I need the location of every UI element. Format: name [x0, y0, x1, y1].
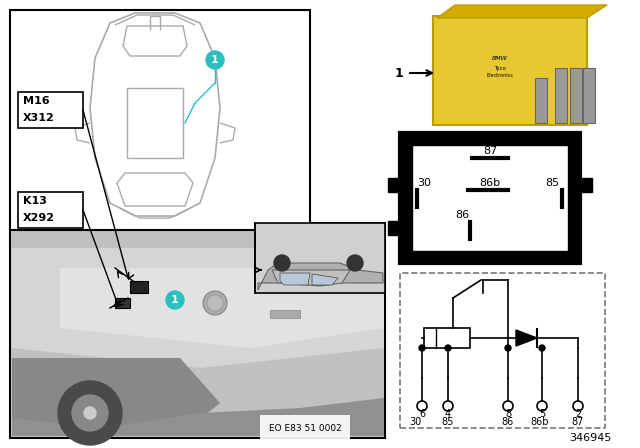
Text: 5: 5: [539, 409, 545, 419]
Text: 1: 1: [171, 295, 179, 305]
Text: 1: 1: [394, 66, 403, 79]
Bar: [580, 178, 592, 192]
Circle shape: [503, 401, 513, 411]
Text: 30: 30: [409, 417, 421, 427]
Text: 85: 85: [545, 178, 559, 188]
Circle shape: [166, 291, 184, 309]
Text: 86: 86: [502, 417, 514, 427]
Circle shape: [537, 401, 547, 411]
Circle shape: [58, 381, 122, 445]
Text: 8: 8: [505, 409, 511, 419]
Text: 1: 1: [211, 55, 219, 65]
Bar: [115, 298, 130, 308]
Circle shape: [505, 345, 511, 351]
Circle shape: [419, 345, 425, 351]
Bar: [412, 145, 568, 251]
Text: 4: 4: [445, 409, 451, 419]
Circle shape: [72, 395, 108, 431]
Text: BMW: BMW: [492, 56, 508, 60]
Circle shape: [207, 295, 223, 311]
Text: 87: 87: [572, 417, 584, 427]
Polygon shape: [12, 358, 220, 436]
Text: M16: M16: [23, 96, 50, 106]
Bar: [388, 178, 400, 192]
Polygon shape: [12, 226, 383, 436]
Text: 86: 86: [455, 210, 469, 220]
Text: 346945: 346945: [569, 433, 611, 443]
Text: 30: 30: [417, 178, 431, 188]
Text: 2: 2: [575, 409, 581, 419]
Circle shape: [417, 401, 427, 411]
Bar: [388, 221, 400, 235]
Text: Electronics: Electronics: [486, 73, 513, 78]
Polygon shape: [272, 270, 350, 286]
Circle shape: [443, 401, 453, 411]
Circle shape: [206, 51, 224, 69]
Bar: [130, 281, 148, 293]
Circle shape: [445, 345, 451, 351]
Polygon shape: [60, 268, 384, 348]
Polygon shape: [12, 248, 384, 368]
Polygon shape: [258, 263, 383, 290]
Polygon shape: [535, 78, 547, 123]
Text: 85: 85: [442, 417, 454, 427]
Circle shape: [347, 255, 363, 271]
Text: K13: K13: [23, 196, 47, 206]
Bar: [400, 273, 605, 428]
Polygon shape: [312, 274, 338, 285]
Text: Tyco: Tyco: [494, 65, 506, 70]
Polygon shape: [583, 68, 595, 123]
Bar: [10, 10, 310, 230]
Text: EO E83 51 0002: EO E83 51 0002: [269, 424, 341, 433]
FancyBboxPatch shape: [433, 16, 587, 125]
Text: X292: X292: [23, 213, 55, 223]
Polygon shape: [12, 398, 384, 436]
Bar: [18, 92, 83, 128]
Text: 87: 87: [483, 146, 497, 156]
Bar: [18, 192, 83, 228]
Bar: [400, 133, 580, 263]
Bar: [270, 310, 300, 318]
Bar: [10, 223, 385, 438]
Circle shape: [573, 401, 583, 411]
Circle shape: [539, 345, 545, 351]
Polygon shape: [570, 68, 582, 123]
Bar: [255, 223, 385, 293]
Circle shape: [203, 291, 227, 315]
Text: 86b: 86b: [479, 178, 500, 188]
Text: 6: 6: [419, 409, 425, 419]
Text: X312: X312: [23, 113, 55, 123]
Polygon shape: [516, 330, 537, 346]
Polygon shape: [555, 68, 567, 123]
Text: 86b: 86b: [531, 417, 549, 427]
Bar: [424, 328, 470, 348]
Circle shape: [84, 407, 96, 419]
Circle shape: [274, 255, 290, 271]
Polygon shape: [280, 273, 310, 285]
Polygon shape: [437, 5, 607, 18]
